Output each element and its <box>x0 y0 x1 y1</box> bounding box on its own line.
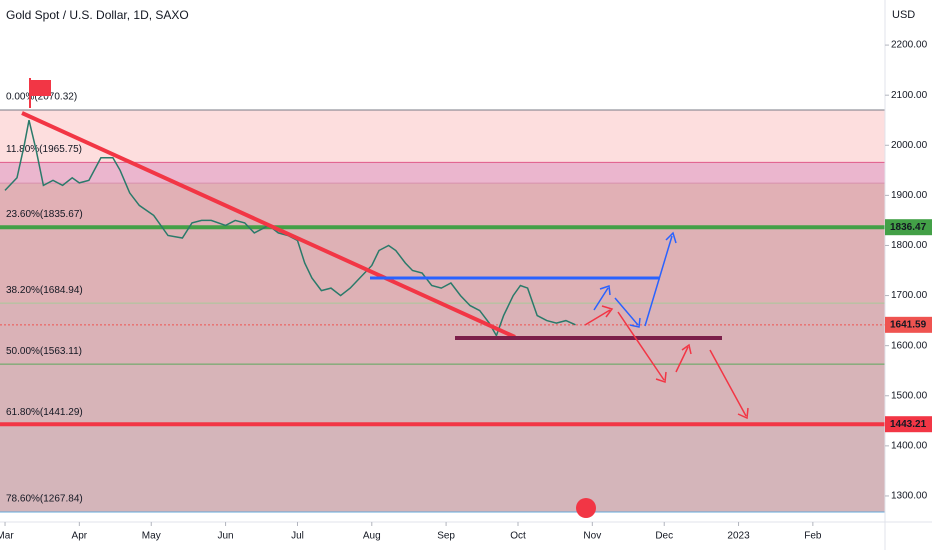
y-tick-label: 1500.00 <box>891 390 928 401</box>
price-label: 1836.47 <box>890 222 927 233</box>
chart-title: Gold Spot / U.S. Dollar, 1D, SAXO <box>6 8 189 22</box>
price-label-box <box>885 219 932 236</box>
x-tick-label: Mar <box>0 531 14 542</box>
level-band <box>0 512 885 522</box>
y-tick-label: 2200.00 <box>891 40 928 51</box>
level-band <box>0 110 885 163</box>
price-label-box <box>885 316 932 333</box>
drawings <box>21 78 749 518</box>
x-tick-label: Dec <box>655 531 673 542</box>
y-tick-label: 2000.00 <box>891 140 928 151</box>
y-tick-label: 1400.00 <box>891 440 928 451</box>
level-band <box>0 227 885 304</box>
x-tick-label: 2023 <box>727 531 750 542</box>
y-tick-label: 1300.00 <box>891 491 928 502</box>
level-label: 38.20%(1684.94) <box>6 285 83 296</box>
level-label: 11.80%(1965.75) <box>6 144 82 155</box>
level-label: 78.60%(1267.84) <box>6 494 83 505</box>
y-tick-label: 1600.00 <box>891 340 928 351</box>
level-label: 61.80%(1441.29) <box>6 407 83 418</box>
x-tick-label: Jul <box>291 531 304 542</box>
y-axis-label: USD <box>892 9 915 21</box>
price-label: 1443.21 <box>890 419 927 430</box>
plot-background <box>0 109 885 522</box>
level-band <box>0 183 885 228</box>
level-band <box>0 425 885 513</box>
y-tick-label: 1800.00 <box>891 240 928 251</box>
x-tick-label: Oct <box>510 531 526 542</box>
y-tick-label: 1700.00 <box>891 290 928 301</box>
x-tick-label: Nov <box>583 531 601 542</box>
level-label: 0.00%(2070.32) <box>6 92 77 103</box>
level-label: 50.00%(1563.11) <box>6 346 82 357</box>
x-tick-label: Feb <box>804 531 822 542</box>
x-tick-label: Sep <box>437 531 455 542</box>
y-tick-label: 1900.00 <box>891 190 928 201</box>
price-label-box <box>885 416 932 433</box>
level-band <box>0 303 885 365</box>
x-tick-label: Aug <box>363 531 381 542</box>
x-tick-label: Jun <box>218 531 234 542</box>
x-tick-label: May <box>142 531 161 542</box>
x-tick-label: Apr <box>72 531 88 542</box>
level-band <box>0 162 885 184</box>
price-label: 1641.59 <box>890 319 927 330</box>
flag-icon <box>29 78 596 518</box>
level-band <box>0 364 885 426</box>
y-tick-label: 2100.00 <box>891 90 928 101</box>
arrows <box>584 231 749 420</box>
level-label: 23.60%(1835.67) <box>6 209 83 220</box>
y-axis-background <box>885 0 932 522</box>
trend-line <box>21 111 516 339</box>
x-axis-background <box>0 522 932 550</box>
